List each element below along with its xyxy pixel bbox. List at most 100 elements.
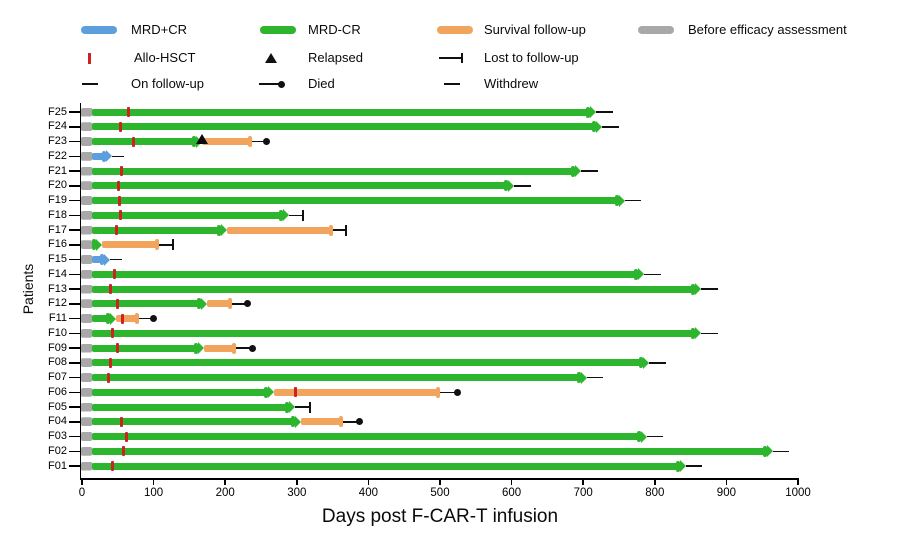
segment-survival-follow-up [273,388,438,396]
segment-mrd-neg-cr [92,123,596,131]
segment-before-assessment [81,152,95,161]
segment-survival-follow-up [301,418,342,426]
x-axis-tick-label: 300 [287,487,307,499]
allo-hsct-icon [88,52,91,64]
segment-mrd-neg-cr [92,315,110,322]
bar-end-tip [106,150,113,163]
segment-mrd-neg-cr [92,329,696,337]
patient-tick [69,332,80,334]
bar-end-tip [289,401,296,413]
patient-tick [69,435,80,438]
withdrew-label: Withdrew [484,76,539,91]
lost-to-follow-up-tick [171,239,174,251]
died-dot [453,388,461,396]
patient-label: F08 [48,356,67,369]
segment-before-assessment [81,255,95,264]
segment-mrd-neg-cr [92,418,296,426]
segment-before-assessment [81,329,95,338]
patient-tick [69,465,80,467]
bar-end-flare [762,445,767,457]
died-dot [356,418,364,426]
segment-before-assessment [81,211,95,220]
outcome-line-on-follow-up [686,465,703,467]
patient-tick [69,258,80,261]
bar-end-tip [267,386,274,399]
segment-before-assessment [81,122,95,131]
segment-mrd-neg-cr [92,374,582,381]
segment-before-assessment [81,358,95,367]
relapsed-label: Relapsed [308,50,363,65]
segment-mrd-neg-cr [92,433,641,440]
segment-survival-follow-up [227,226,332,234]
x-axis-tick-label: 400 [358,487,378,499]
patient-label: F16 [48,238,67,251]
patient-tick [69,229,80,231]
outcome-line-on-follow-up [646,435,664,438]
x-axis-tick-label: 1000 [785,487,811,499]
bar-end-tip [581,371,588,384]
segment-mrd-neg-cr [92,462,681,470]
allo-hsct-tick [116,343,120,353]
outcome-line-on-follow-up [701,332,718,334]
patient-tick [69,391,80,393]
segment-before-assessment [81,196,95,205]
bar-end-tip [590,106,597,118]
segment-before-assessment [81,314,95,323]
patient-label: F19 [48,194,67,206]
patient-label: F12 [48,297,67,310]
bar-end-tip [295,415,302,428]
segment-before-assessment [81,240,95,249]
outcome-line-lost-to-follow-up [159,244,173,246]
x-axis-tick [224,479,226,485]
x-axis-tick [367,479,370,485]
outcome-line-lost-to-follow-up [288,214,303,216]
allo-hsct-tick [127,107,131,117]
allo-hsct-tick [111,328,115,339]
patient-tick [69,317,80,320]
outcome-line-on-follow-up [701,288,718,290]
bar-end-tip [640,430,647,443]
bar-end-flare [591,121,596,133]
bar-end-tip [575,165,582,177]
patient-tick [69,199,80,202]
bar-end-flare [571,165,576,177]
allo-hsct-tick [124,431,128,442]
x-axis-tick [296,479,298,485]
patient-tick [69,155,80,157]
segment-before-assessment [81,285,95,294]
allo-hsct-tick [119,121,123,132]
segment-before-assessment [81,432,95,441]
patient-tick [69,303,80,305]
before-efficacy-assessment-label: Before efficacy assessment [688,22,847,37]
lost-to-follow-up-tick [308,401,311,413]
survival-end-cap [436,386,440,398]
x-axis-title: Days post F-CAR-T infusion [321,506,559,527]
bar-end-tip [109,312,116,325]
on-follow-up-label: On follow-up [131,76,204,91]
bar-end-tip [680,460,687,472]
segment-before-assessment [81,181,95,190]
allo-hsct-tick [119,210,123,221]
segment-mrd-neg-cr [92,359,644,367]
x-axis-tick-label: 800 [645,487,665,499]
bar-end-flare [639,357,644,369]
patient-label: F24 [48,120,67,133]
outcome-line-lost-to-follow-up [295,406,310,408]
outcome-line-on-follow-up [649,362,666,364]
segment-mrd-neg-cr [92,211,283,219]
segment-survival-follow-up [202,138,251,145]
bar-end-flare [634,268,639,280]
died-dot [263,138,271,145]
patient-tick [69,140,80,143]
patient-tick [69,421,80,423]
bar-end-flare [92,239,97,251]
patient-tick [69,288,80,290]
allo-hsct-label: Allo-HSCT [134,50,196,65]
segment-mrd-neg-cr [92,300,201,308]
segment-survival-follow-up [115,315,138,322]
segment-mrd-neg-cr [92,226,222,234]
patient-label: F13 [48,282,67,295]
patient-label: F03 [48,430,67,442]
survival-end-cap [339,416,344,428]
